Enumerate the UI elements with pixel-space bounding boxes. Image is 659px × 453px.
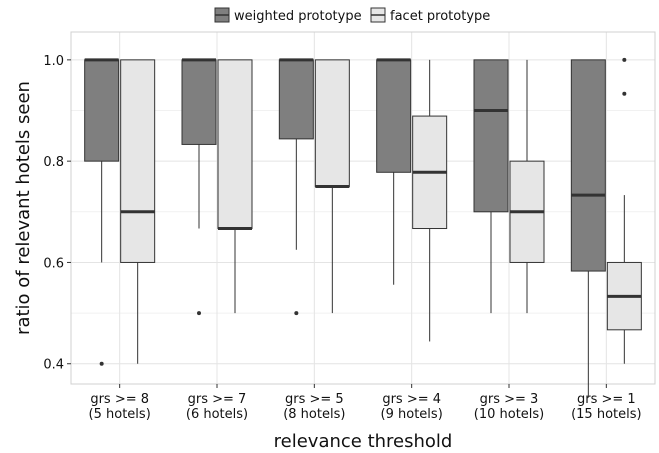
x-tick-label-count: (9 hotels) (381, 407, 443, 422)
y-tick-label: 1.0 (43, 54, 64, 69)
x-tick-label: grs >= 5 (285, 392, 344, 407)
box-facet (412, 59, 448, 342)
box-iqr (473, 59, 509, 213)
x-axis-title: relevance threshold (274, 431, 453, 452)
y-tick-label: 0.8 (43, 155, 64, 170)
x-tick-label-count: (5 hotels) (89, 407, 151, 422)
box-iqr (120, 59, 156, 263)
legend-label: weighted prototype (234, 9, 362, 24)
boxes (84, 57, 642, 398)
box-iqr (376, 59, 412, 173)
outlier-point (294, 311, 299, 316)
box-iqr (181, 59, 217, 145)
box-facet (509, 59, 545, 314)
box-facet (120, 59, 156, 364)
x-tick-label: grs >= 1 (577, 392, 636, 407)
outlier-point (197, 311, 201, 316)
plot-panel (70, 31, 656, 385)
x-tick-label-count: (15 hotels) (571, 407, 642, 422)
box-iqr (314, 59, 350, 187)
y-tick-label: 0.4 (43, 358, 64, 373)
x-axis: grs >= 8(5 hotels) grs >= 7(6 hotels) grs … (89, 384, 642, 422)
x-tick-label-count: (8 hotels) (283, 407, 345, 422)
box-weighted (278, 58, 314, 316)
box-iqr (217, 59, 253, 230)
box-weighted (570, 59, 606, 398)
box-weighted (473, 59, 509, 314)
grid-lines (71, 32, 655, 384)
x-tick-label: grs >= 7 (188, 392, 247, 407)
y-axis: 0.4 0.6 0.8 1.0 (43, 54, 71, 373)
legend: weighted prototype facet prototype (214, 7, 490, 24)
y-tick-label: 0.6 (43, 256, 64, 271)
box-weighted (181, 58, 217, 316)
outlier-point (622, 91, 627, 96)
x-tick-label: grs >= 3 (480, 392, 539, 407)
box-iqr (570, 59, 606, 272)
x-tick-label-count: (10 hotels) (474, 407, 545, 422)
box-facet (217, 59, 253, 314)
outlier-point (99, 361, 104, 366)
box-weighted (376, 58, 412, 285)
outlier-point (622, 57, 627, 62)
x-tick-label: grs >= 8 (90, 392, 149, 407)
y-axis-title: ratio of relevant hotels seen (13, 81, 34, 335)
box-facet (314, 59, 350, 314)
x-tick-label-count: (6 hotels) (186, 407, 248, 422)
box-iqr (278, 59, 314, 140)
box-facet (606, 57, 642, 364)
legend-label: facet prototype (390, 9, 490, 24)
box-weighted (84, 58, 120, 366)
box-iqr (84, 59, 120, 162)
x-tick-label: grs >= 4 (382, 392, 441, 407)
